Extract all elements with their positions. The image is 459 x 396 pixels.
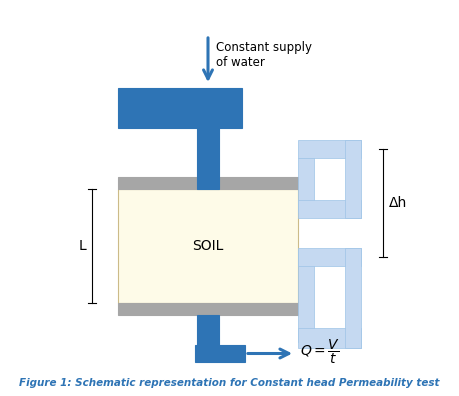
Bar — [298, 328, 361, 348]
Bar — [118, 303, 298, 315]
Bar — [298, 158, 314, 212]
Text: Δh: Δh — [389, 196, 407, 210]
Bar — [118, 177, 298, 189]
Bar — [197, 315, 219, 345]
Bar — [345, 248, 361, 348]
Bar — [298, 140, 361, 158]
Bar — [118, 88, 242, 128]
Text: L: L — [78, 239, 86, 253]
Text: $Q = \dfrac{V}{t}$: $Q = \dfrac{V}{t}$ — [300, 337, 340, 366]
Bar — [195, 345, 245, 362]
Bar — [197, 128, 219, 189]
Text: Constant supply
of water: Constant supply of water — [216, 41, 312, 69]
Bar — [298, 200, 361, 218]
Bar — [298, 250, 314, 342]
Bar — [118, 189, 298, 303]
Bar — [345, 140, 361, 218]
Bar — [298, 248, 361, 266]
Text: SOIL: SOIL — [192, 239, 224, 253]
Text: Figure 1: Schematic representation for Constant head Permeability test: Figure 1: Schematic representation for C… — [19, 378, 440, 388]
